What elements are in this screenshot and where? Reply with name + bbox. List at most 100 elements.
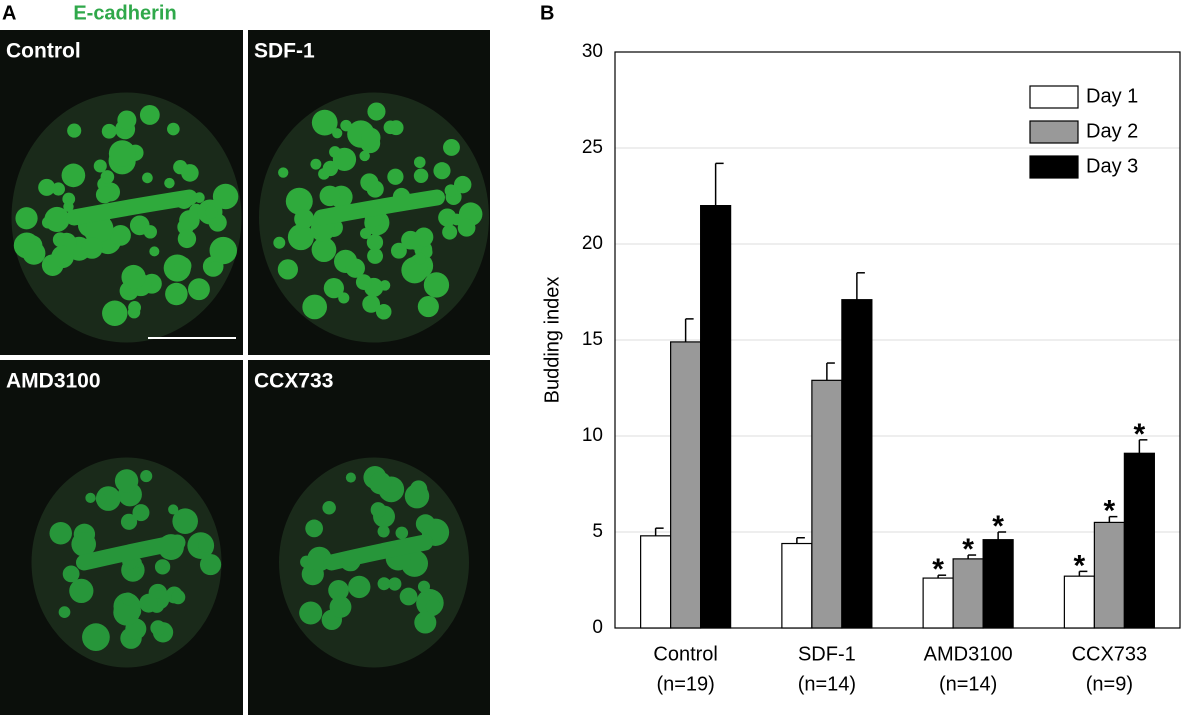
y-tick-label: 0 [592,617,603,638]
bud [62,565,80,583]
sample-size: (n=9) [1086,673,1133,695]
significance-marker: * [962,533,974,566]
bud [294,208,315,229]
bud [15,207,38,230]
legend-swatch [1029,85,1079,109]
significance-marker: * [932,553,944,586]
bud [173,257,192,275]
bud [311,109,338,136]
bud [369,471,392,495]
organ [13,105,239,326]
bud [277,259,298,280]
bud [51,182,66,196]
bud [345,258,365,278]
bud [390,242,407,259]
bud [329,596,352,618]
x-tick-label: AMD3100 [924,643,1013,665]
bud [102,300,128,326]
bud [345,472,356,483]
bud [95,186,114,204]
bud [413,168,429,183]
bud [340,119,352,132]
bud [132,504,150,522]
bud [433,162,451,180]
bud [127,306,141,319]
bud [417,580,431,593]
plot-frame [614,51,1181,629]
sample-size: (n=19) [656,673,714,695]
bud [377,525,390,538]
bud [63,201,74,212]
bud [121,264,146,290]
image-label: SDF-1 [254,40,315,63]
bud [113,599,140,626]
bud [143,225,157,239]
bud [121,592,135,606]
bud [425,599,441,615]
stain-title: E-cadherin [73,2,176,24]
panel-label: A [2,2,16,24]
image-label: AMD3100 [6,370,101,393]
bud [117,110,137,130]
bud [179,210,200,231]
y-tick-label: 15 [582,329,603,350]
panel-label: B [540,2,554,24]
bud [58,606,71,618]
chart: 0 5 10 15 20 25 30 Budding index Control (n=19) SD… [541,41,1181,695]
bud [205,205,218,219]
bud [285,187,313,215]
significance-marker: * [1074,549,1086,582]
x-tick-label: CCX733 [1072,643,1148,665]
bud [278,167,289,178]
bar [1063,575,1095,629]
bud [359,150,370,162]
bud [198,538,213,553]
bud [302,294,328,320]
bud [172,508,198,534]
bud [22,241,46,265]
bud [187,278,210,301]
y-tick-label: 20 [582,233,603,254]
significance-marker: * [1104,495,1116,528]
bud [367,248,384,264]
bud [423,272,450,298]
bud [413,156,426,169]
bud [377,577,391,591]
bud [140,470,153,483]
bud [388,577,402,591]
bud [319,185,341,207]
bud [366,234,384,251]
bar [841,299,873,629]
legend-swatch [1029,155,1079,179]
bud [100,170,115,184]
legend-swatch [1029,120,1079,144]
bud [443,139,460,156]
bud [417,295,439,318]
bud [199,553,222,576]
bud [299,601,323,625]
bud [67,123,82,138]
bud [208,261,223,276]
bud [338,292,350,304]
image-label: Control [6,40,81,63]
bud [399,587,418,606]
bar [781,542,813,629]
image-label: CCX733 [254,370,333,393]
organ [273,102,483,320]
bud [367,102,386,121]
ureteric-trunk [66,189,198,226]
bud [93,159,107,173]
significance-marker: * [1134,418,1146,451]
bar [811,379,843,629]
bud [95,486,121,511]
bud [212,183,239,210]
bar [982,539,1014,629]
bud [177,229,197,249]
legend-label: Day 2 [1086,120,1138,142]
bud [165,282,188,306]
bud [414,611,437,634]
bud [457,218,476,237]
significance-marker: * [992,510,1004,543]
bud [164,177,175,189]
